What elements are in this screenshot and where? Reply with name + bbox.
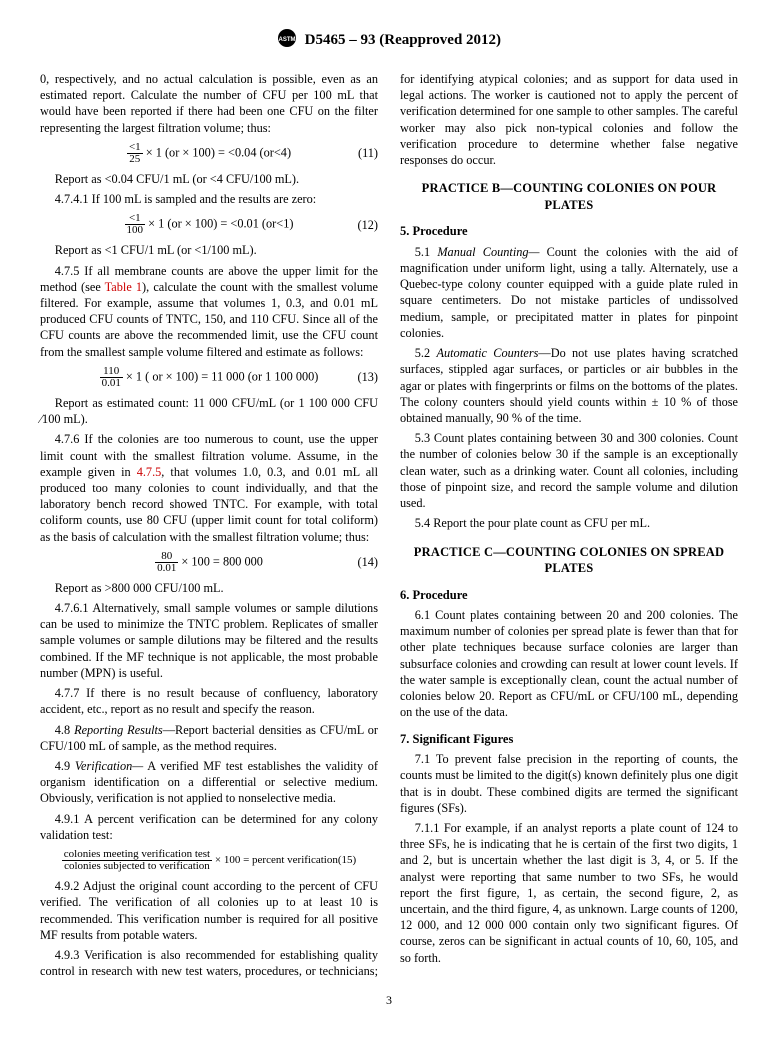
para-4-7-7: 4.7.7 If there is no result because of c… [40, 685, 378, 717]
para-5-3: 5.3 Count plates containing between 30 a… [400, 430, 738, 511]
svg-text:ASTM: ASTM [278, 37, 295, 43]
para-5-1: 5.1 Manual Counting— Count the colonies … [400, 244, 738, 341]
para-4-9-1: 4.9.1 A percent verification can be dete… [40, 811, 378, 843]
para-4-7-6-1: 4.7.6.1 Alternatively, small sample volu… [40, 600, 378, 681]
para-report-3: Report as estimated count: 11 000 CFU/mL… [40, 395, 378, 427]
practice-b-heading: PRACTICE B—COUNTING COLONIES ON POUR PLA… [400, 180, 738, 213]
para-6-1: 6.1 Count plates containing between 20 a… [400, 607, 738, 721]
para-report-2: Report as <1 CFU/1 mL (or <1/100 mL). [40, 242, 378, 258]
page-number: 3 [40, 993, 738, 1008]
eq-number: (11) [358, 145, 378, 161]
eq-number: (13) [358, 369, 379, 385]
para-5-2: 5.2 Automatic Counters—Do not use plates… [400, 345, 738, 426]
page: ASTM D5465 – 93 (Reapproved 2012) 0, res… [0, 0, 778, 1028]
equation-11: <125 × 1 (or × 100) = <0.04 (or<4) (11) [40, 142, 378, 165]
para-report-4: Report as >800 000 CFU/100 mL. [40, 580, 378, 596]
link-table-1[interactable]: Table 1 [105, 280, 142, 294]
astm-logo-icon: ASTM [277, 28, 297, 53]
para-4-7-4-intro: 0, respectively, and no actual calculati… [40, 71, 378, 136]
para-4-7-5: 4.7.5 If all membrane counts are above t… [40, 263, 378, 360]
designation-text: D5465 – 93 (Reapproved 2012) [305, 32, 501, 48]
eq-number: (14) [358, 554, 379, 570]
para-4-8: 4.8 Reporting Results—Report bacterial d… [40, 722, 378, 754]
para-5-4: 5.4 Report the pour plate count as CFU p… [400, 515, 738, 531]
two-column-body: 0, respectively, and no actual calculati… [40, 71, 738, 979]
para-7-1: 7.1 To prevent false precision in the re… [400, 751, 738, 816]
eq-number: (15) [338, 854, 356, 866]
link-4-7-5[interactable]: 4.7.5 [137, 465, 162, 479]
para-7-1-1: 7.1.1 For example, if an analyst reports… [400, 820, 738, 966]
section-7-heading: 7. Significant Figures [400, 731, 738, 748]
para-4-7-4-1: 4.7.4.1 If 100 mL is sampled and the res… [40, 191, 378, 207]
page-header: ASTM D5465 – 93 (Reapproved 2012) [40, 28, 738, 53]
section-6-heading: 6. Procedure [400, 587, 738, 604]
para-report-1: Report as <0.04 CFU/1 mL (or <4 CFU/100 … [40, 171, 378, 187]
eq-number: (12) [358, 217, 379, 233]
para-4-7-6: 4.7.6 If the colonies are too numerous t… [40, 431, 378, 545]
equation-14: 800.01 × 100 = 800 000 (14) [40, 551, 378, 574]
equation-15: colonies meeting verification testcoloni… [40, 849, 378, 872]
equation-13: 1100.01 × 1 ( or × 100) = 11 000 (or 1 1… [40, 366, 378, 389]
equation-12: <1100 × 1 (or × 100) = <0.01 (or<1) (12) [40, 213, 378, 236]
practice-c-heading: PRACTICE C—COUNTING COLONIES ON SPREAD P… [400, 544, 738, 577]
section-5-heading: 5. Procedure [400, 223, 738, 240]
para-4-9-2: 4.9.2 Adjust the original count accordin… [40, 878, 378, 943]
para-4-9: 4.9 Verification— A verified MF test est… [40, 758, 378, 807]
